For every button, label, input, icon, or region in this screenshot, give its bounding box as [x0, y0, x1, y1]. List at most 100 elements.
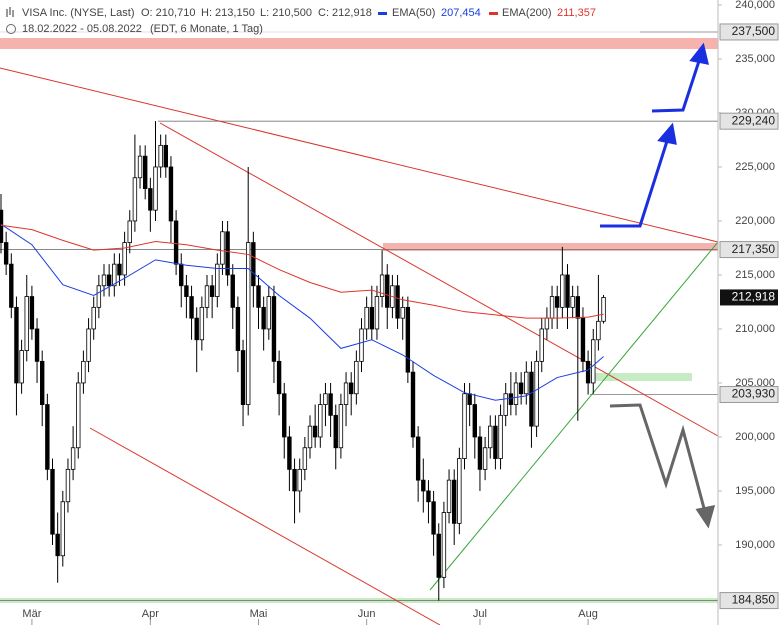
- level-label-bg: [719, 241, 779, 259]
- candle-body: [251, 242, 256, 287]
- candle-body: [271, 296, 277, 362]
- candle-body: [385, 274, 390, 308]
- candle-body: [117, 263, 122, 276]
- resistance-zone: [383, 243, 718, 251]
- candle-body: [482, 447, 488, 470]
- candle-body: [225, 231, 230, 276]
- candle-body: [410, 371, 416, 438]
- candle-body: [379, 274, 385, 297]
- candle-body: [240, 350, 246, 405]
- legend-label: EMA(200): [502, 7, 552, 19]
- ohlc: C: 212,918: [318, 7, 372, 19]
- candle-body: [596, 320, 601, 341]
- candle-body: [555, 296, 560, 308]
- candle-body: [148, 188, 153, 211]
- candle-body: [405, 306, 411, 373]
- candle-body: [441, 512, 447, 578]
- candle-body: [534, 360, 539, 427]
- x-tick-label: Mai: [250, 608, 268, 620]
- legend-swatch: [489, 12, 498, 15]
- candle-body: [364, 306, 369, 330]
- candle-body: [266, 296, 271, 330]
- candle-body: [132, 177, 138, 222]
- level-label: 217,350: [732, 242, 776, 256]
- candle-body: [436, 533, 441, 578]
- candle-body: [70, 447, 76, 470]
- candle-body: [163, 144, 168, 168]
- level-label: 184,850: [732, 593, 776, 607]
- candle-body: [235, 306, 241, 351]
- candle-body: [189, 296, 194, 319]
- trendline: [429, 241, 719, 591]
- level-label-bg: [719, 23, 779, 41]
- candle-body: [106, 274, 112, 287]
- candle-body: [101, 274, 107, 287]
- level-label-bg: [719, 592, 779, 610]
- candle-body: [565, 274, 570, 308]
- trendline: [89, 427, 441, 625]
- candle-body: [65, 468, 71, 503]
- legend-value: 211,357: [557, 7, 596, 19]
- legend-value: 207,454: [441, 7, 481, 19]
- level-label: 237,500: [732, 24, 776, 38]
- icon: [6, 24, 16, 34]
- candle-body: [179, 263, 184, 287]
- candle-body: [81, 360, 86, 384]
- candle-body: [50, 468, 55, 535]
- level-label-bg: [719, 112, 779, 130]
- candle-body: [395, 285, 400, 319]
- candle-body: [503, 393, 508, 416]
- candle-body: [168, 166, 174, 222]
- ohlc: H: 213,150: [201, 7, 255, 19]
- legend-label: EMA(50): [392, 7, 435, 19]
- candle-body: [529, 371, 534, 427]
- candle-body: [513, 382, 519, 405]
- candle-body: [245, 242, 251, 405]
- support-zone: [593, 373, 692, 381]
- candle-body: [261, 306, 266, 330]
- candle-body: [451, 479, 457, 524]
- y-tick-label: 225,000: [735, 161, 775, 173]
- last-price-label: 212,918: [732, 290, 776, 304]
- y-tick-label: 210,000: [735, 323, 775, 335]
- last-price-bg: [720, 289, 778, 306]
- candle-body: [343, 382, 349, 405]
- candle-body: [431, 501, 436, 535]
- x-tick-label: Mär: [22, 608, 41, 620]
- candle-body: [591, 339, 596, 384]
- level-label: 203,930: [732, 387, 776, 401]
- candle-body: [287, 436, 292, 470]
- candle-body: [539, 328, 544, 362]
- y-tick-label: 195,000: [735, 485, 775, 497]
- y-tick-label: 190,000: [735, 539, 775, 551]
- candle-body: [158, 144, 163, 168]
- candle-body: [601, 297, 606, 322]
- candle-body: [209, 285, 215, 297]
- level-label-bg: [719, 386, 779, 404]
- candle-body: [0, 209, 4, 243]
- candle-body: [292, 468, 297, 492]
- candle-body: [338, 404, 344, 449]
- y-tick-label: 220,000: [735, 215, 775, 227]
- candle-body: [307, 425, 313, 449]
- trendline: [0, 67, 719, 243]
- x-tick-label: Apr: [142, 608, 159, 620]
- candle-body: [333, 414, 338, 449]
- candle-body: [76, 382, 81, 449]
- candle-body: [127, 220, 132, 243]
- x-tick-label: Jun: [358, 608, 376, 620]
- arrowhead: [657, 122, 677, 145]
- candle-body: [498, 414, 503, 459]
- header-bg: [0, 0, 640, 38]
- candle-body: [55, 533, 60, 557]
- ema-line: [0, 223, 604, 401]
- trendline: [159, 122, 719, 437]
- arrows: [600, 42, 716, 529]
- candle-body: [462, 393, 467, 459]
- candle-body: [282, 393, 287, 438]
- candle-body: [518, 382, 524, 395]
- ohlc: L: 210,500: [260, 7, 312, 19]
- candle-body: [354, 360, 359, 395]
- candle-body: [204, 285, 210, 308]
- candle-body: [318, 404, 323, 438]
